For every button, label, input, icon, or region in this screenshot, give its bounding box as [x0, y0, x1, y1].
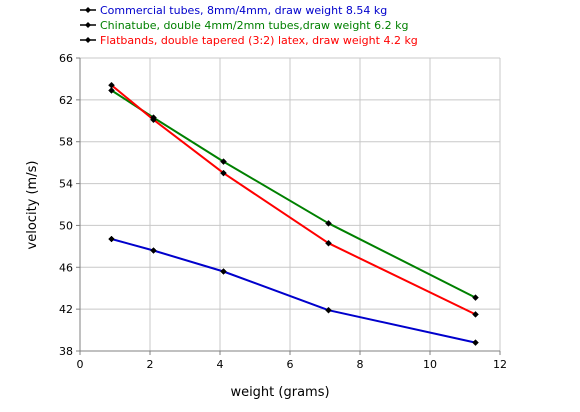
x-tick-label: 8 [357, 358, 364, 371]
data-point-series-2 [325, 219, 332, 227]
y-tick-label: 58 [59, 136, 73, 149]
data-point-series-2 [108, 87, 115, 94]
data-point-series-1 [108, 235, 115, 243]
legend: Commercial tubes, 8mm/4mm, draw weight 8… [80, 4, 418, 47]
y-tick-label: 38 [59, 345, 73, 358]
data-point-series-2 [472, 294, 479, 301]
legend-marker-3 [85, 37, 91, 43]
legend-entry-2: Chinatube, double 4mm/2mm tubes,draw wei… [100, 19, 408, 32]
legend-marker-2 [85, 22, 91, 28]
legend-marker-1 [85, 7, 91, 13]
legend-entry-1: Commercial tubes, 8mm/4mm, draw weight 8… [100, 4, 387, 17]
y-tick-label: 46 [59, 261, 73, 274]
x-tick-label: 2 [147, 358, 154, 371]
x-axis-label: weight (grams) [230, 385, 329, 400]
data-point-series-1 [472, 339, 479, 346]
x-tick-label: 4 [217, 358, 224, 371]
data-point-series-3 [325, 239, 332, 247]
data-point-series-3 [220, 169, 227, 177]
y-tick-label: 62 [59, 94, 73, 107]
data-point-series-2 [220, 158, 227, 165]
data-point-series-3 [108, 81, 115, 89]
grid [80, 57, 501, 351]
x-tick-label: 0 [77, 358, 84, 371]
data-point-series-1 [220, 268, 227, 275]
legend-entry-3: Flatbands, double tapered (3:2) latex, d… [100, 34, 418, 47]
x-tick-label: 12 [493, 358, 507, 371]
series-group [108, 81, 479, 346]
data-point-series-3 [150, 116, 157, 124]
data-point-series-1 [150, 247, 157, 254]
x-tick-label: 6 [287, 358, 294, 371]
y-tick-label: 50 [59, 219, 73, 232]
x-tick-label: 10 [423, 358, 437, 371]
data-point-series-3 [472, 311, 479, 318]
y-tick-label: 42 [59, 303, 73, 316]
y-tick-label: 54 [59, 178, 73, 191]
y-tick-label: 66 [59, 52, 73, 65]
data-point-series-1 [325, 306, 332, 314]
y-axis-label: velocity (m/s) [25, 161, 40, 250]
